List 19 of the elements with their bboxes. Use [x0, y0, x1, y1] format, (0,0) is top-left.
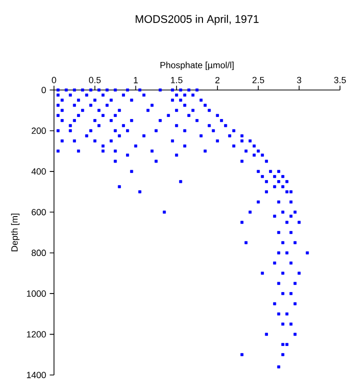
x-tick-label: 2.5 [252, 76, 264, 84]
y-tick-label: 1000 [26, 290, 46, 297]
y-tick-label: 800 [32, 250, 46, 256]
x-tick-label: 0.5 [88, 76, 101, 84]
chart-title: MODS2005 in April, 1971 [136, 14, 259, 26]
y-tick-label: 0 [42, 86, 46, 94]
x-tick-label: 1 [134, 77, 138, 84]
x-tick-label: 2 [215, 76, 220, 84]
x-tick-label: 3 [296, 76, 302, 84]
x-tick-label: 3.5 [334, 76, 346, 84]
y-tick-label: 200 [32, 128, 46, 134]
y-tick-label: 400 [31, 168, 46, 175]
y-tick-label: 600 [32, 208, 46, 216]
y-axis-title: Depth [m] [11, 214, 20, 252]
y-tick-label: 1400 [26, 372, 46, 378]
y-tick-label: 1200 [26, 331, 46, 338]
x-tick-label: 0 [52, 76, 56, 84]
x-tick-label: 1.5 [171, 76, 182, 84]
x-axis-title: Phosphate [µmol/l] [160, 62, 234, 70]
